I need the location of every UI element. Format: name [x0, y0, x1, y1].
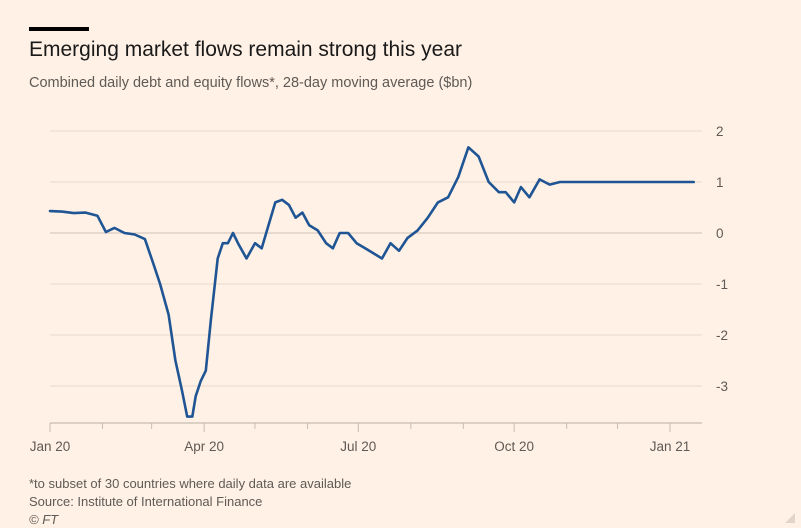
resize-handle-icon: [785, 513, 795, 523]
series-line-0: [48, 146, 696, 418]
chart-title: Emerging market flows remain strong this…: [29, 38, 462, 61]
footnote: *to subset of 30 countries where daily d…: [29, 476, 352, 491]
y-tick-label: 1: [716, 175, 724, 190]
chart-subtitle: Combined daily debt and equity flows*, 2…: [29, 75, 473, 91]
x-tick-label: Oct 20: [494, 439, 534, 454]
x-tick-label: Jan 20: [30, 439, 71, 454]
y-tick-label: 0: [716, 226, 724, 241]
y-tick-label: 2: [716, 124, 724, 139]
x-tick-label: Apr 20: [184, 439, 224, 454]
y-tick-label: -2: [716, 328, 728, 343]
line-chart: 2 1 0 -1 -2 -3 Jan 20 Apr 20 Jul 20 Oct 20 Jan 21: [30, 124, 728, 454]
source-note: Source: Institute of International Finan…: [29, 494, 263, 509]
ft-accent-bar: [29, 27, 89, 31]
y-tick-label: -1: [716, 277, 728, 292]
x-tick-label: Jan 21: [650, 439, 691, 454]
y-tick-label: -3: [716, 379, 728, 394]
copyright: © FT: [29, 512, 59, 527]
x-tick-label: Jul 20: [340, 439, 376, 454]
